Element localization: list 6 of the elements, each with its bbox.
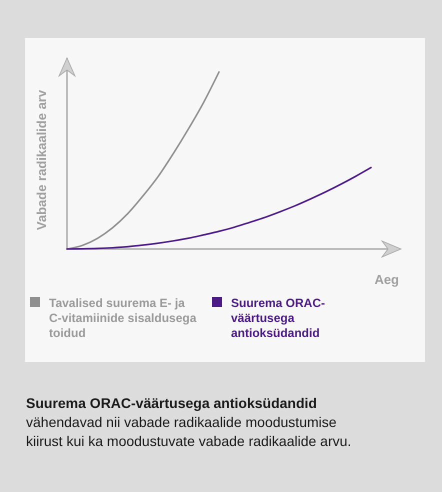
legend-label: Tavalised suurema E- ja C-vitamiinide sisaldusega toidud (49, 296, 197, 340)
y-axis-title: Vabade radikaalide arv (34, 89, 49, 230)
text: Suurema ORAC-väärtusega antioksüdandid (26, 395, 317, 411)
legend-label: Suurema ORAC-väärtusega antioksüdandid (231, 296, 326, 340)
text: vähendavad nii vabade radikaalide moodustumise kiirust kui ka moodustuvate vabade radikaalide arvu. (26, 414, 352, 449)
x-axis-title: Aeg (374, 272, 400, 287)
